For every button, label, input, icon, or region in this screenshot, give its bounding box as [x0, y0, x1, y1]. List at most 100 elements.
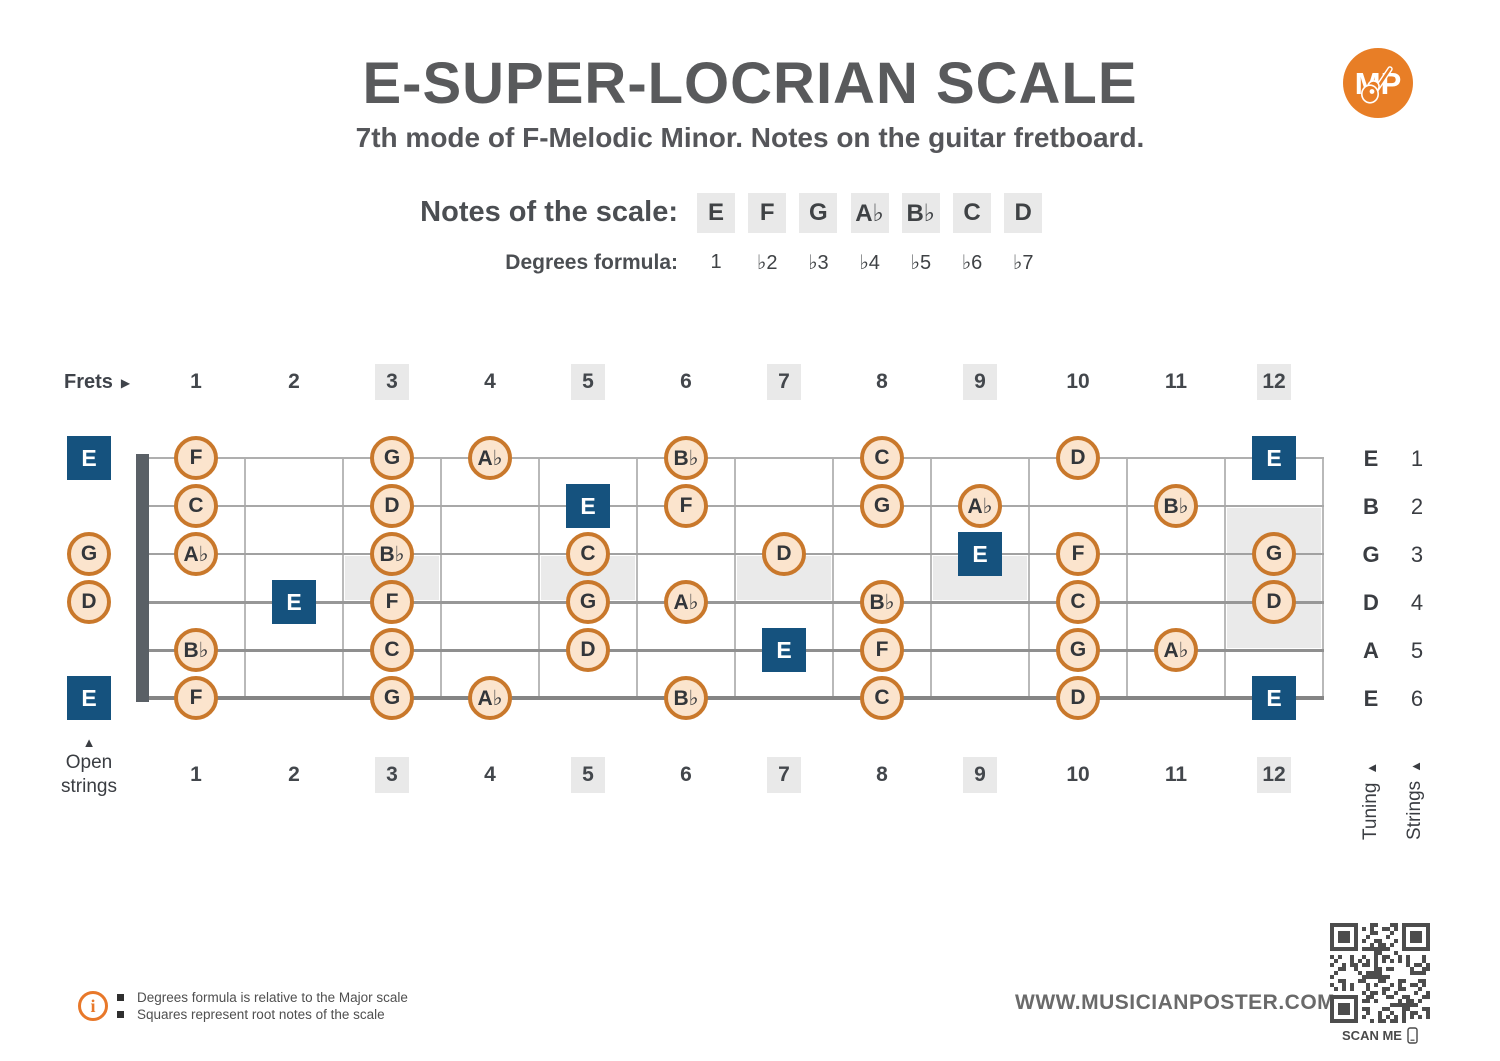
fret-number: 11	[1164, 370, 1188, 393]
legend-text-1: Degrees formula is relative to the Major…	[137, 989, 408, 1005]
fret-number: 7	[767, 364, 801, 400]
tuning-letter: B	[1363, 494, 1379, 519]
fret-number: 4	[484, 763, 496, 786]
legend-text-2: Squares represent root notes of the scal…	[137, 1006, 385, 1022]
scale-note-marker: F	[664, 484, 708, 528]
page-subtitle: 7th mode of F-Melodic Minor. Notes on th…	[355, 122, 1145, 153]
scale-note-marker: F	[174, 676, 218, 720]
fret-number: 8	[876, 763, 888, 786]
frets-label-text: Frets	[64, 371, 113, 393]
scale-note-marker: D	[67, 580, 111, 624]
strings-caption: Strings ▲	[1404, 760, 1426, 840]
fret-number: 7	[767, 757, 801, 793]
scale-note-marker: D	[1056, 676, 1100, 720]
root-note-marker: E	[1252, 676, 1296, 720]
fret-number: 10	[1066, 370, 1090, 393]
square-bullet-icon	[117, 1010, 124, 1018]
scale-note-marker: B♭	[370, 532, 414, 576]
fret-number: 3	[375, 757, 409, 793]
inlay-marker	[1227, 508, 1321, 648]
scale-note-box: B♭	[901, 193, 940, 233]
tuning-arrow-icon: ▲	[1363, 761, 1379, 775]
fret-number: 8	[876, 370, 888, 393]
musicianposter-logo-icon: MP	[1343, 48, 1413, 118]
scale-note-marker: G	[1252, 532, 1296, 576]
strings-arrow-icon: ▲	[1407, 759, 1423, 773]
root-note-marker: E	[67, 676, 111, 720]
scale-note-box: C	[953, 193, 991, 233]
scale-note-marker: B♭	[664, 436, 708, 480]
fret-wire	[930, 457, 932, 699]
scale-note-marker: C	[174, 484, 218, 528]
scale-note-marker: D	[1056, 436, 1100, 480]
scale-note-marker: F	[370, 580, 414, 624]
fret-wire	[1028, 457, 1030, 699]
scan-me-row: SCAN ME	[1318, 1027, 1442, 1044]
scale-note-box: A♭	[850, 193, 889, 233]
scale-note-box: F	[748, 193, 787, 233]
fret-number: 9	[963, 757, 997, 793]
scale-note-marker: G	[67, 532, 111, 576]
tuning-caption: Tuning ▲	[1360, 762, 1382, 840]
scale-note-marker: C	[566, 532, 610, 576]
fret-number: 6	[680, 763, 692, 786]
fret-number: 12	[1257, 364, 1291, 400]
guitar-string	[148, 649, 1324, 652]
guitar-string	[148, 553, 1324, 555]
scale-note-marker: G	[370, 676, 414, 720]
degree-value: ♭7	[1012, 251, 1034, 274]
scale-note-marker: G	[1056, 628, 1100, 672]
scale-note-marker: G	[860, 484, 904, 528]
fret-number: 2	[288, 763, 300, 786]
fret-wire	[342, 457, 344, 699]
string-number: 1	[1410, 446, 1424, 471]
strings-caption-text: Strings	[1404, 780, 1425, 840]
root-note-marker: E	[762, 628, 806, 672]
scale-note-marker: D	[566, 628, 610, 672]
scale-note-marker: F	[860, 628, 904, 672]
info-icon: i	[78, 991, 108, 1021]
scale-note-marker: B♭	[860, 580, 904, 624]
tuning-letter: G	[1362, 542, 1380, 567]
nut	[136, 454, 149, 702]
fret-number: 10	[1066, 763, 1090, 786]
tuning-letter: D	[1363, 590, 1379, 615]
fret-wire	[1224, 457, 1226, 699]
scale-note-box: G	[799, 193, 838, 233]
degree-value: ♭3	[808, 251, 829, 274]
root-note-marker: E	[958, 532, 1002, 576]
scale-note-marker: G	[370, 436, 414, 480]
string-number: 5	[1410, 638, 1424, 663]
degree-value: ♭6	[961, 251, 983, 274]
fret-number: 5	[571, 757, 605, 793]
degree-value: ♭5	[910, 251, 932, 274]
fret-wire	[440, 457, 442, 699]
scale-note-marker: F	[1056, 532, 1100, 576]
fret-number: 11	[1164, 763, 1188, 786]
root-note-marker: E	[1252, 436, 1296, 480]
scale-note-marker: B♭	[174, 628, 218, 672]
scale-note-marker: A♭	[1154, 628, 1198, 672]
fret-number: 12	[1257, 757, 1291, 793]
fret-number: 4	[484, 370, 496, 393]
tuning-letter: E	[1363, 446, 1379, 471]
legend-line-2: Squares represent root notes of the scal…	[117, 1006, 385, 1022]
scale-note-marker: A♭	[468, 436, 512, 480]
tuning-caption-text: Tuning	[1360, 782, 1381, 840]
website-url: WWW.MUSICIANPOSTER.COM	[1015, 991, 1336, 1014]
scale-note-marker: B♭	[1154, 484, 1198, 528]
fret-number: 1	[190, 763, 202, 786]
scale-note-marker: A♭	[664, 580, 708, 624]
scale-note-marker: A♭	[958, 484, 1002, 528]
scale-note-marker: A♭	[174, 532, 218, 576]
degree-value: 1	[710, 250, 722, 273]
string-number: 3	[1410, 542, 1424, 567]
degree-value: ♭4	[859, 251, 880, 274]
scale-note-marker: C	[370, 628, 414, 672]
tuning-letter: A	[1363, 638, 1379, 663]
frets-label: Frets ▶	[64, 371, 130, 394]
string-number: 2	[1410, 494, 1424, 519]
guitar-string	[148, 696, 1324, 700]
page-title: E-SUPER-LOCRIAN SCALE	[362, 51, 1138, 116]
